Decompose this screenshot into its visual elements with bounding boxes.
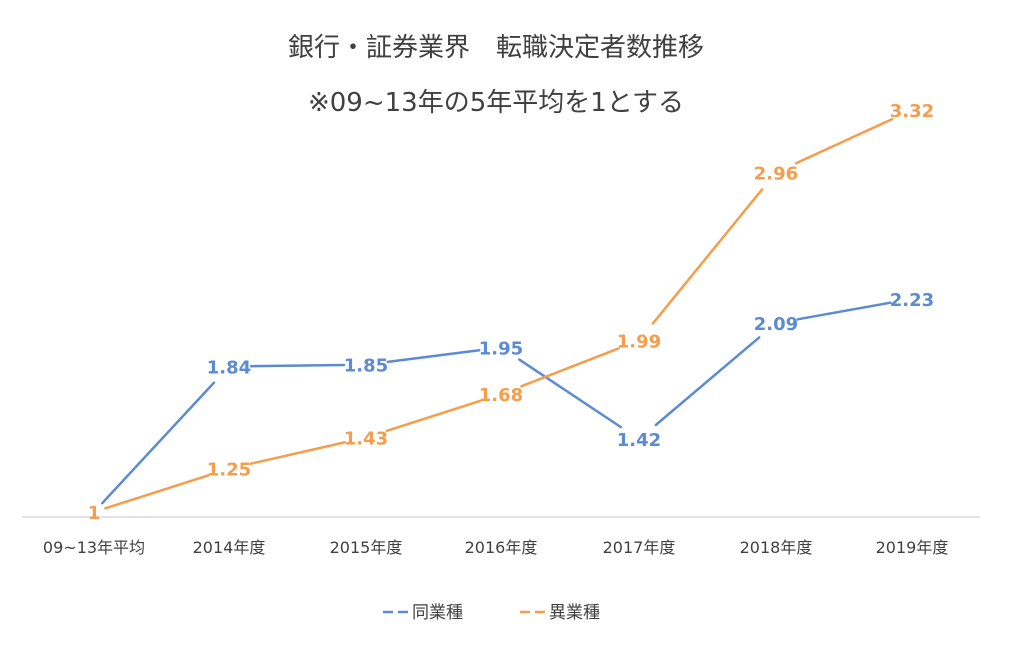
x-tick-label: 2016年度 bbox=[465, 538, 538, 557]
data-label: 2.23 bbox=[890, 290, 934, 311]
data-label: 1.42 bbox=[617, 430, 661, 451]
series-lines bbox=[100, 117, 894, 510]
data-label: 1.85 bbox=[344, 356, 388, 377]
data-label: 3.32 bbox=[890, 101, 934, 122]
data-label: 1.25 bbox=[207, 460, 251, 481]
x-axis-tick-labels: 09~13年平均 2014年度 2015年度 2016年度 2017年度 2018年度 20… bbox=[43, 538, 948, 557]
legend-label: 異業種 bbox=[549, 603, 600, 623]
series-line-segment bbox=[651, 188, 764, 325]
series-line-segment bbox=[385, 399, 482, 433]
chart-title: 銀行・証券業界 転職決定者数推移 bbox=[288, 33, 704, 63]
series-line-segment bbox=[249, 363, 346, 368]
series-line-segment bbox=[796, 301, 892, 321]
legend: 同業種 異業種 bbox=[383, 603, 600, 623]
series-line-segment bbox=[794, 117, 894, 165]
x-tick-label: 2019年度 bbox=[876, 538, 949, 557]
data-label: 1.84 bbox=[207, 357, 251, 378]
x-tick-label: 2017年度 bbox=[603, 538, 676, 557]
series-line-segment bbox=[518, 358, 622, 429]
series-line-segment bbox=[100, 381, 216, 505]
series-line-segment bbox=[520, 347, 620, 388]
chart-subtitle: ※09~13年の5年平均を1とする bbox=[308, 88, 684, 118]
series-line-segment bbox=[386, 348, 481, 364]
data-label: 2.09 bbox=[754, 314, 798, 335]
x-tick-label: 09~13年平均 bbox=[43, 538, 145, 557]
series-line-segment bbox=[249, 441, 346, 466]
data-label: 2.96 bbox=[754, 163, 798, 184]
data-label: 1.99 bbox=[617, 332, 661, 353]
x-tick-label: 2014年度 bbox=[193, 538, 266, 557]
legend-label: 同業種 bbox=[412, 603, 463, 623]
data-label: 1.95 bbox=[479, 338, 523, 359]
data-labels: 1.84 1.85 1.95 1.42 2.09 2.23 1 1.25 1.43 1.68 1.9… bbox=[88, 101, 934, 524]
x-tick-label: 2015年度 bbox=[330, 538, 403, 557]
x-tick-label: 2018年度 bbox=[740, 538, 813, 557]
data-label: 1.43 bbox=[344, 429, 388, 450]
data-label: 1.68 bbox=[479, 385, 523, 406]
data-label: 1 bbox=[88, 503, 101, 524]
series-line-segment bbox=[104, 474, 210, 510]
series-line-segment bbox=[654, 336, 761, 427]
